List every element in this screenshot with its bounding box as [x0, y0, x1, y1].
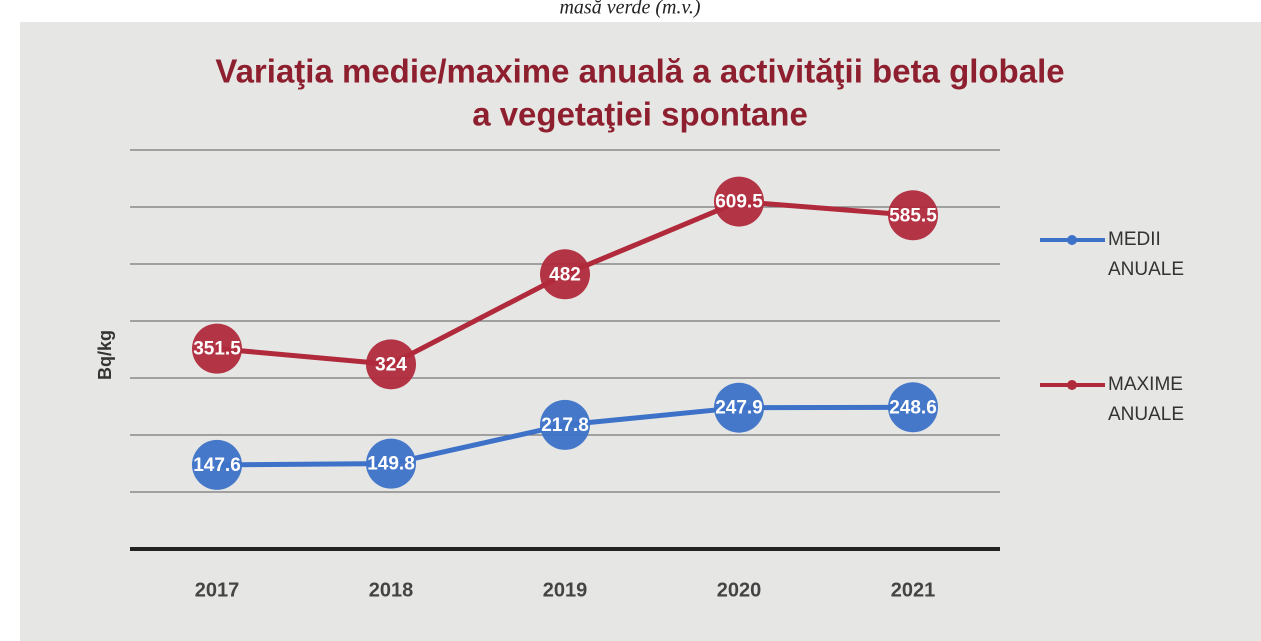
- legend-label: MEDII ANUALE: [1108, 229, 1185, 280]
- chart-subtitle: a vegetaţiei spontane: [472, 96, 808, 133]
- data-label: 149.8: [367, 454, 415, 475]
- x-tick-label: 2020: [717, 579, 762, 601]
- legend-label: MAXIME ANUALE: [1108, 374, 1185, 425]
- data-label: 482: [549, 264, 581, 285]
- marker: [888, 190, 938, 241]
- marker: [714, 176, 764, 227]
- caption: masă verde (m.v.): [559, 0, 700, 19]
- marker: [540, 399, 590, 450]
- data-label: 609.5: [715, 192, 763, 213]
- data-label: 247.9: [715, 398, 763, 419]
- data-label: 324: [375, 354, 407, 375]
- chart-title: Variaţia medie/maxime anuală a activităţ…: [215, 53, 1064, 90]
- legend-marker: [1067, 235, 1077, 245]
- x-tick-label: 2017: [195, 579, 240, 601]
- marker: [888, 382, 938, 433]
- data-label: 585.5: [889, 205, 937, 226]
- y-axis-label: Bq/kg: [95, 330, 115, 380]
- legend-marker: [1067, 380, 1077, 390]
- x-tick-label: 2018: [369, 579, 414, 601]
- x-tick-label: 2019: [543, 579, 588, 601]
- data-label: 248.6: [889, 397, 937, 418]
- data-label: 351.5: [193, 339, 241, 360]
- marker: [192, 439, 242, 490]
- data-label: 217.8: [541, 415, 589, 436]
- marker: [366, 438, 416, 489]
- marker: [540, 249, 590, 300]
- marker: [192, 323, 242, 374]
- marker: [714, 382, 764, 433]
- data-label: 147.6: [193, 455, 241, 476]
- marker: [366, 339, 416, 390]
- x-tick-label: 2021: [891, 579, 936, 601]
